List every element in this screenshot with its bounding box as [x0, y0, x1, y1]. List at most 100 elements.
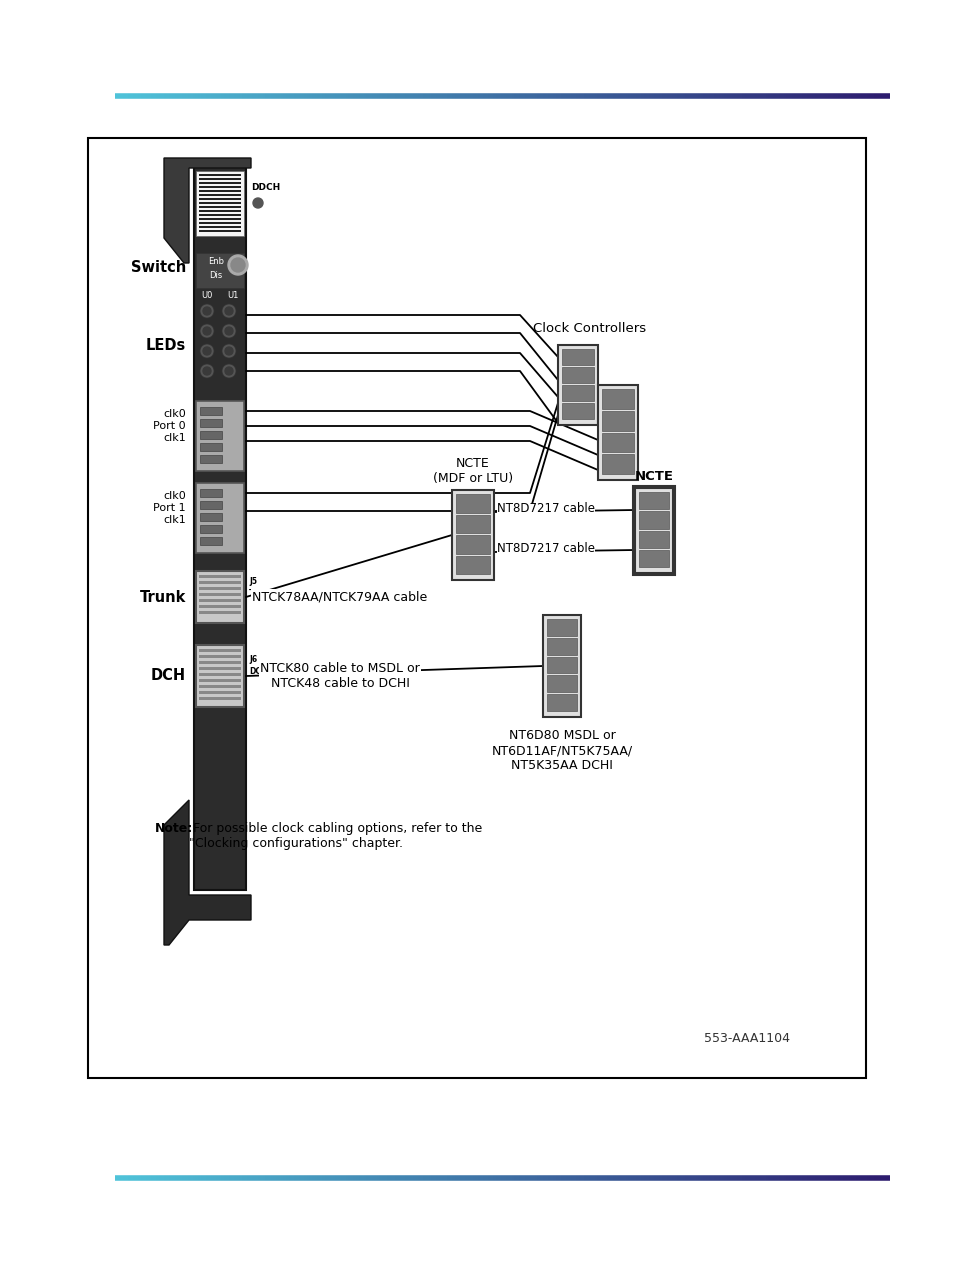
Bar	[199, 195, 241, 196]
Circle shape	[203, 307, 211, 315]
Bar	[561, 403, 594, 418]
Circle shape	[203, 368, 211, 375]
Bar	[195, 401, 244, 471]
Bar	[199, 581, 241, 584]
Circle shape	[203, 347, 211, 355]
Text: Enb: Enb	[208, 257, 224, 267]
Circle shape	[225, 368, 233, 375]
Bar	[456, 536, 490, 553]
Bar	[199, 190, 241, 192]
Text: Note:: Note:	[154, 822, 193, 834]
Text: J5: J5	[249, 576, 256, 585]
Circle shape	[222, 364, 235, 378]
Circle shape	[203, 327, 211, 335]
Bar	[199, 206, 241, 209]
Text: Switch: Switch	[131, 261, 186, 276]
Bar	[199, 673, 241, 675]
Polygon shape	[164, 158, 251, 263]
Bar	[199, 174, 241, 176]
Bar	[199, 218, 241, 220]
Bar	[199, 599, 241, 602]
Text: DDCH: DDCH	[251, 183, 280, 192]
Bar	[199, 214, 241, 216]
Circle shape	[225, 307, 233, 315]
Text: Clock Controllers: Clock Controllers	[533, 322, 646, 335]
Bar	[200, 537, 222, 544]
Bar	[199, 697, 241, 700]
Text: 553-AAA1104: 553-AAA1104	[703, 1032, 789, 1046]
Bar	[561, 368, 594, 383]
Circle shape	[200, 304, 213, 318]
Bar	[199, 593, 241, 597]
Bar	[195, 253, 244, 287]
Bar	[195, 571, 244, 623]
Text: DCHI: DCHI	[249, 668, 270, 677]
Text: NTCK80 cable to MSDL or
NTCK48 cable to DCHI: NTCK80 cable to MSDL or NTCK48 cable to …	[260, 661, 419, 689]
Bar	[199, 186, 241, 188]
Bar	[199, 586, 241, 590]
Bar	[546, 675, 577, 692]
Bar	[601, 389, 634, 408]
Bar	[456, 556, 490, 574]
Circle shape	[231, 258, 245, 272]
Bar	[199, 202, 241, 204]
Text: U1: U1	[227, 290, 238, 299]
Bar	[561, 385, 594, 401]
Bar	[546, 695, 577, 711]
Bar	[195, 170, 244, 237]
Bar	[546, 656, 577, 673]
Circle shape	[225, 347, 233, 355]
Bar	[200, 455, 222, 463]
Bar	[199, 575, 241, 577]
Bar	[561, 349, 594, 365]
Bar	[633, 486, 675, 575]
Bar	[199, 223, 241, 224]
Bar	[558, 345, 598, 425]
Bar	[199, 178, 241, 181]
Circle shape	[200, 364, 213, 378]
Text: For possible clock cabling options, refer to the
"Clocking configurations" chapt: For possible clock cabling options, refe…	[189, 822, 482, 850]
Text: clk0
Port 0
clk1: clk0 Port 0 clk1	[153, 408, 186, 444]
Bar	[199, 661, 241, 664]
Text: LEDs: LEDs	[146, 338, 186, 354]
Text: Dis: Dis	[209, 271, 222, 281]
Bar	[546, 637, 577, 655]
Bar	[195, 483, 244, 553]
Circle shape	[200, 343, 213, 357]
Bar	[199, 691, 241, 695]
Bar	[200, 418, 222, 427]
Bar	[199, 198, 241, 200]
Bar	[199, 210, 241, 212]
Bar	[200, 501, 222, 509]
Bar	[199, 605, 241, 608]
Bar	[193, 163, 246, 890]
Circle shape	[228, 254, 248, 275]
Text: J6: J6	[249, 655, 257, 664]
Bar	[199, 667, 241, 670]
Bar	[542, 614, 580, 717]
Bar	[639, 511, 668, 528]
Bar	[200, 488, 222, 497]
Bar	[200, 513, 222, 522]
Bar	[200, 407, 222, 415]
Text: NCTE
(MDF or LTU): NCTE (MDF or LTU)	[433, 457, 513, 485]
Bar	[601, 411, 634, 430]
Bar	[200, 443, 222, 452]
Text: NCTE: NCTE	[634, 469, 673, 483]
Bar	[199, 649, 241, 653]
Circle shape	[225, 327, 233, 335]
Bar	[199, 686, 241, 688]
Bar	[199, 611, 241, 614]
Bar	[88, 137, 865, 1077]
Bar	[601, 454, 634, 474]
Circle shape	[200, 324, 213, 338]
Text: DCH: DCH	[151, 669, 186, 683]
Text: U0: U0	[201, 290, 213, 299]
Text: NTCK78AA/NTCK79AA cable: NTCK78AA/NTCK79AA cable	[253, 590, 427, 603]
Bar	[639, 492, 668, 509]
Text: TRK: TRK	[249, 589, 266, 598]
Bar	[199, 679, 241, 682]
Bar	[601, 432, 634, 453]
Bar	[635, 488, 672, 572]
Bar	[200, 525, 222, 533]
